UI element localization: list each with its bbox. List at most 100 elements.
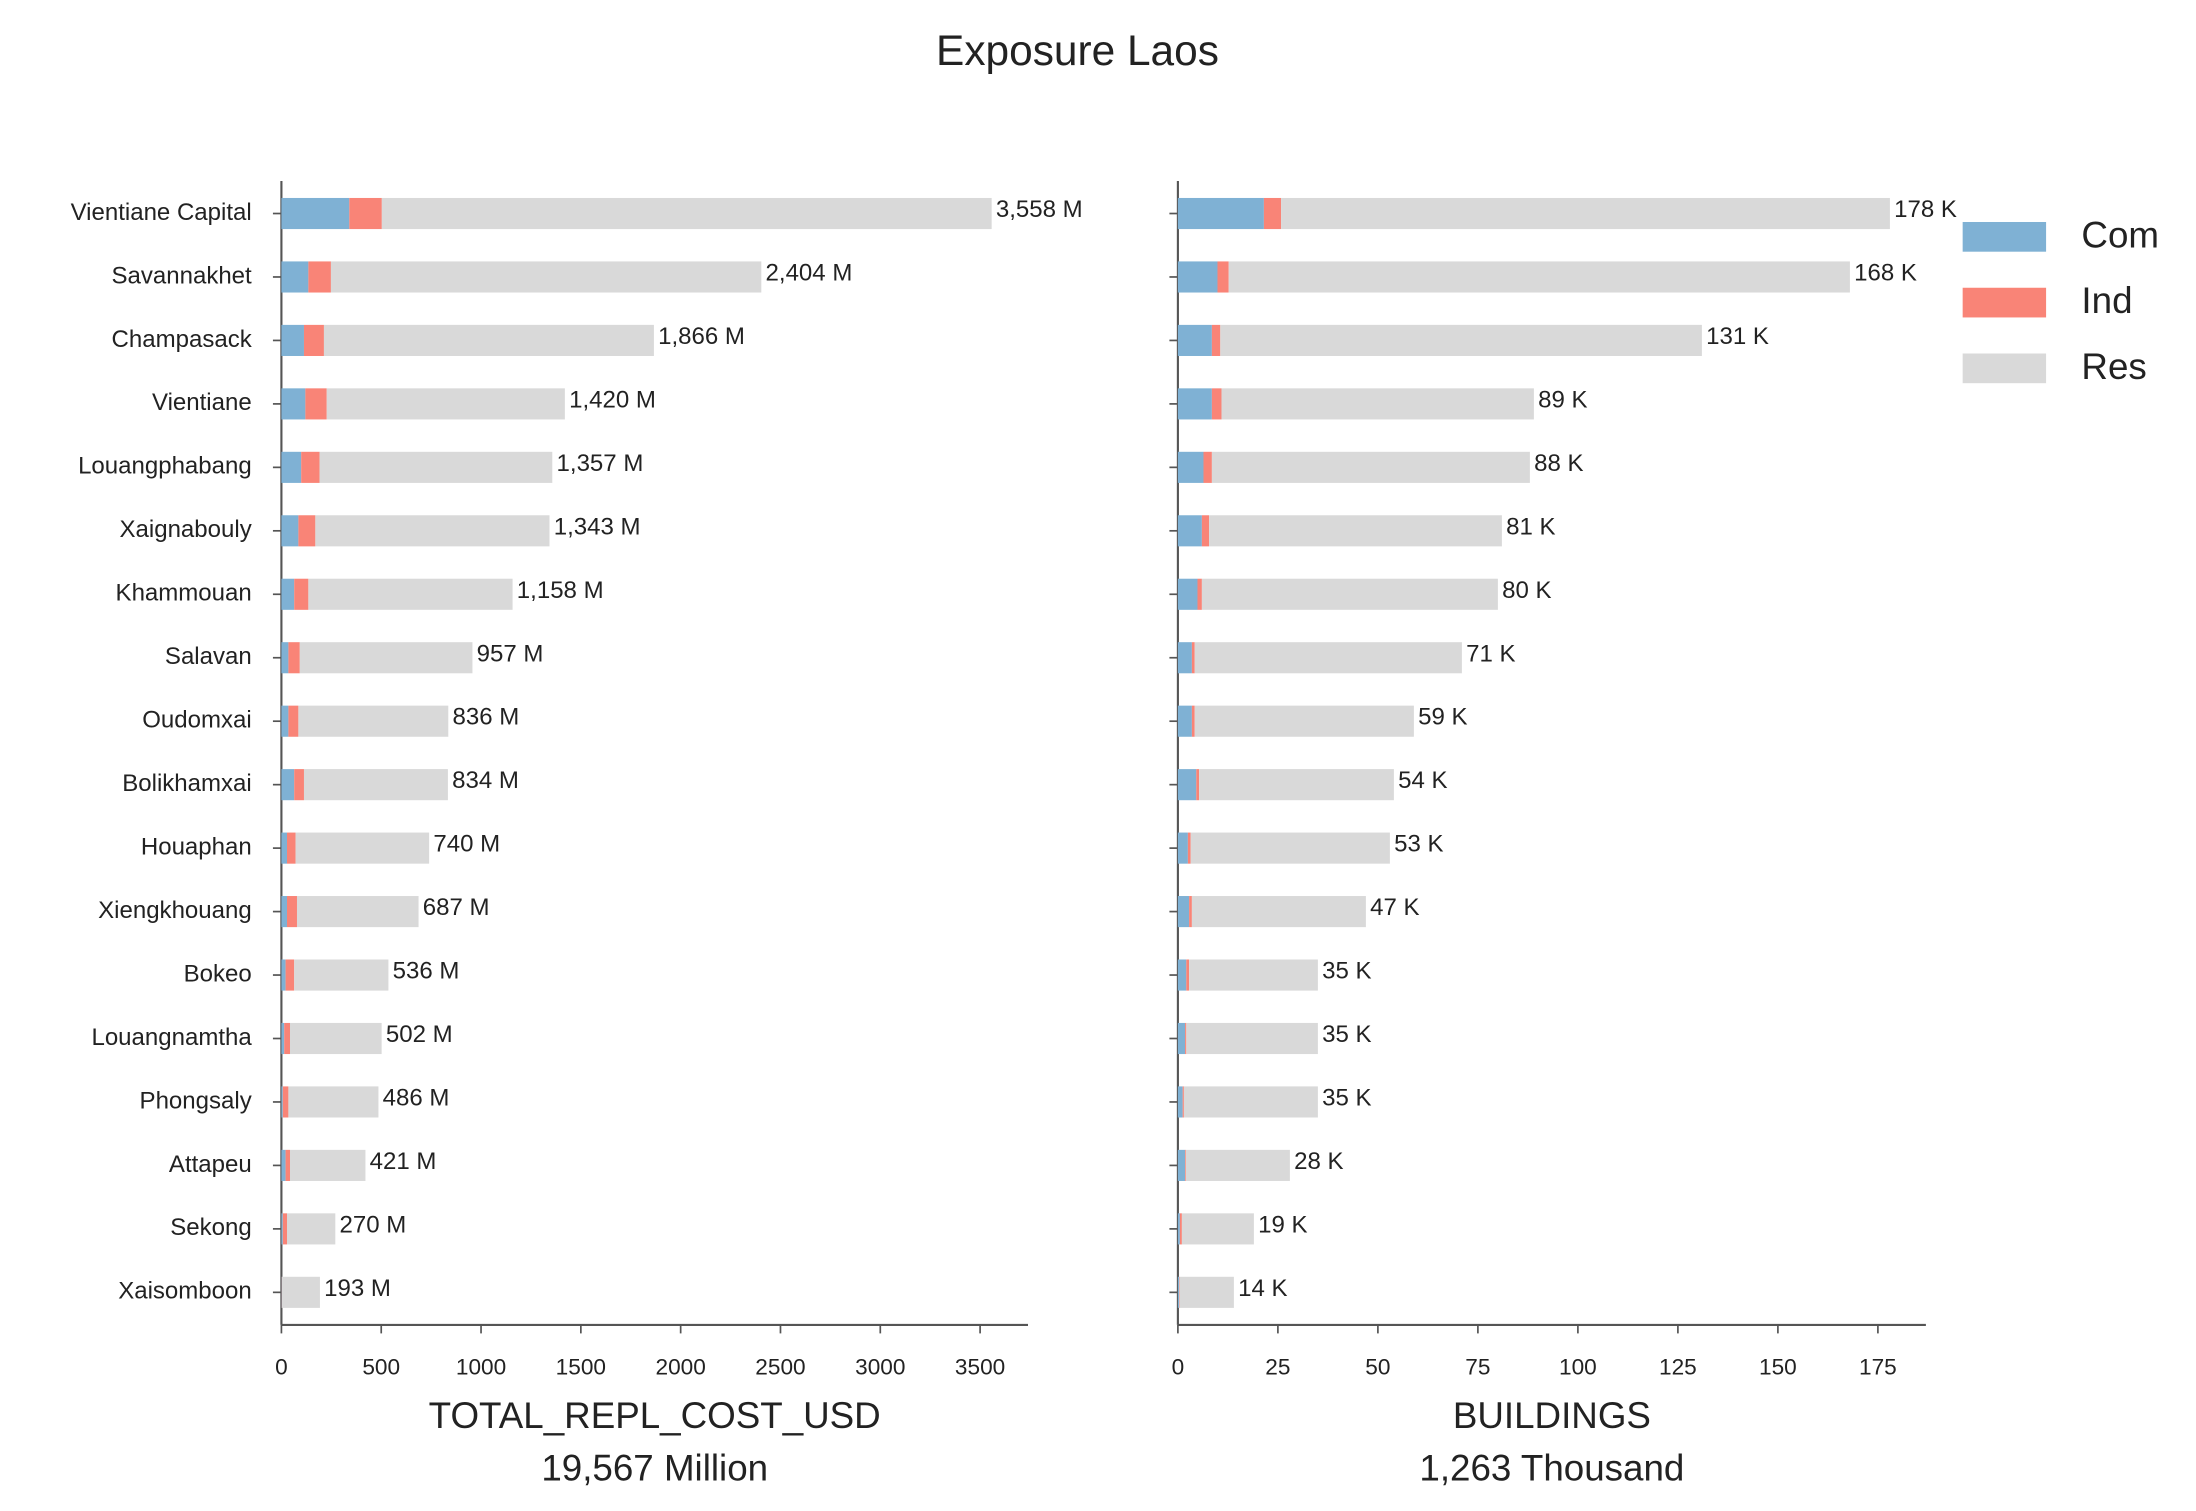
bar-segment [281,515,299,547]
bar-segment [1203,451,1212,483]
value-label: 834 M [452,767,519,794]
value-label: 193 M [324,1275,391,1302]
bar-segment [1191,896,1366,928]
bar-segment [1201,515,1210,547]
bar-segment [282,1086,289,1118]
bar-segment [1186,959,1190,991]
bar-segment [288,705,299,737]
bar-segment [281,1276,320,1308]
value-label: 53 K [1394,831,1443,858]
bar-segment [281,388,306,420]
bar-segment [1185,1022,1187,1055]
bar-segment [1281,197,1890,230]
bar-segment [1179,1213,1182,1245]
y-tick-label: Sekong [170,1214,251,1241]
value-label: 502 M [386,1021,453,1048]
y-tick-label: Xaisomboon [118,1278,252,1305]
bar-segment [294,578,309,610]
bar-segment [284,1022,290,1055]
bar-segment [1191,642,1195,674]
bar-segment [1177,1276,1180,1308]
bar-segment [1263,197,1282,230]
bar-segment [287,832,296,864]
bar-segment [1177,959,1187,991]
bar-segment [1194,705,1414,737]
value-label: 1,158 M [517,577,604,604]
bar-segment [1187,832,1191,864]
value-label: 81 K [1506,513,1555,540]
x-tick-label: 0 [275,1355,288,1380]
y-tick-label: Vientiane [152,389,252,416]
bar-segment [281,705,289,737]
legend-label: Res [2081,346,2146,387]
x-tick-label: 1500 [556,1355,606,1380]
x-tick-label: 0 [1172,1355,1185,1380]
bar-segment [1190,832,1390,864]
bar-segment [287,896,297,928]
bar-segment [305,388,327,420]
bar-segment [299,642,473,674]
bar-segment [1177,1086,1183,1118]
bar-segment [281,324,304,356]
bar-segment [1177,261,1218,293]
bar-segment [326,388,565,420]
legend-swatch [1962,221,2047,252]
bar-segment [281,1149,286,1181]
bar-segment [281,896,288,928]
bar-segment [288,1086,379,1118]
bar-segment [381,197,992,230]
value-label: 35 K [1322,958,1371,985]
legend-swatch [1962,287,2047,318]
bar-segment [1177,642,1192,674]
bar-segment [1185,1149,1186,1181]
bar-segment [281,959,286,991]
x-tick-label: 25 [1265,1355,1290,1380]
y-tick-label: Bolikhamxai [122,770,251,797]
x-tick-label: 125 [1659,1355,1697,1380]
bar-segment [298,515,316,547]
bar-segment [294,769,304,801]
y-tick-label: Salavan [165,643,252,670]
bar-segment [1183,1086,1318,1118]
x-tick-label: 2500 [755,1355,805,1380]
x-tick-label: 1000 [456,1355,506,1380]
value-label: 836 M [453,704,520,731]
value-label: 740 M [433,831,500,858]
bar-segment [281,1086,283,1118]
bar-segment [1197,578,1202,610]
y-tick-label: Vientiane Capital [71,199,252,226]
bar-segment [295,832,430,864]
bar-segment [1196,769,1200,801]
bar-segment [1199,769,1394,801]
bar-segment [296,896,419,928]
value-label: 28 K [1294,1148,1343,1175]
x-tick-label: 3000 [855,1355,905,1380]
bar-segment [281,1213,283,1245]
y-tick-label: Khammouan [116,580,252,607]
value-label: 71 K [1466,640,1515,667]
value-label: 47 K [1370,894,1419,921]
y-tick-label: Houaphan [141,833,252,860]
value-label: 421 M [370,1148,437,1175]
bar-segment [1185,1149,1290,1181]
bar-segment [1211,388,1222,420]
bar-segment [1186,1022,1318,1055]
bar-segment [1211,451,1530,483]
legend-swatch [1962,353,2047,384]
value-label: 1,420 M [569,386,656,413]
value-label: 131 K [1706,323,1769,350]
value-label: 3,558 M [996,196,1083,223]
bar-segment [281,578,295,610]
x-tick-label: 3500 [955,1355,1005,1380]
bar-segment [349,197,382,230]
bar-segment [281,832,288,864]
bar-segment [1177,578,1198,610]
bar-segment [1177,451,1204,483]
bar-segment [281,642,289,674]
bar-segment [1177,1022,1186,1055]
value-label: 35 K [1322,1084,1371,1111]
bar-segment [1181,1213,1254,1245]
value-label: 2,404 M [766,259,853,286]
bar-segment [308,261,331,293]
